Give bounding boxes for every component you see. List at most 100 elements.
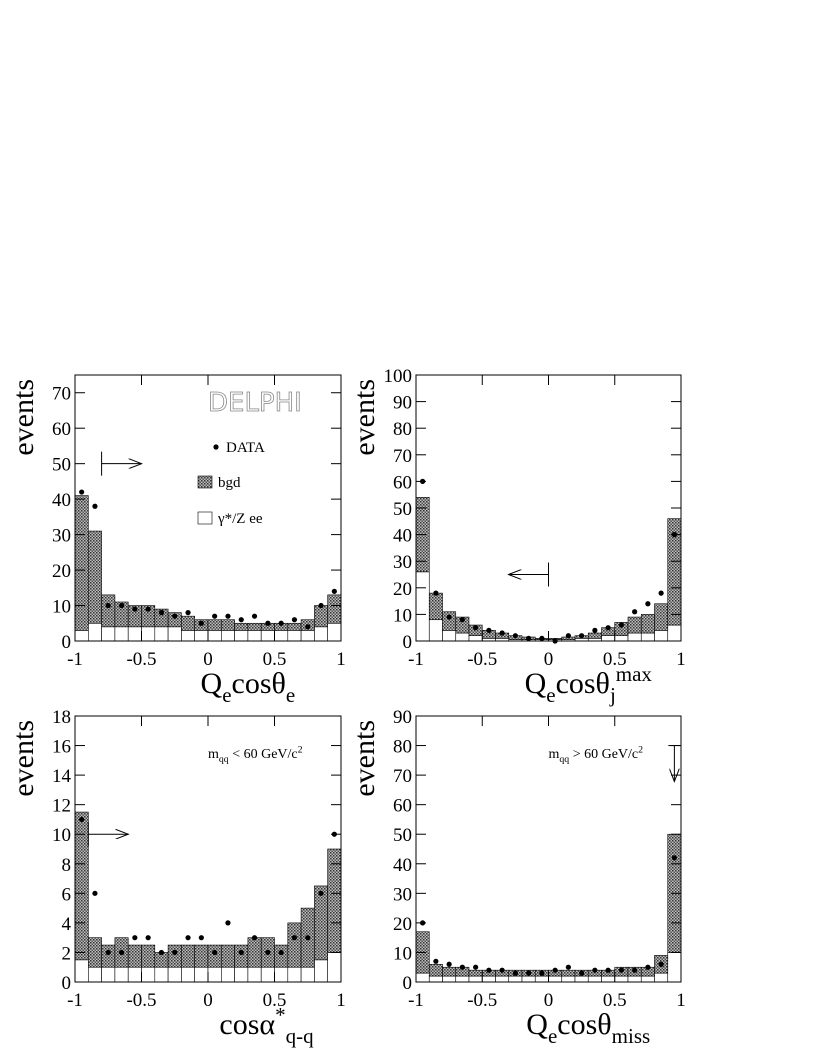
data-point: [579, 970, 585, 976]
label-part: m: [208, 747, 219, 762]
histogram-bar: [154, 966, 169, 983]
y-tick-label: 40: [393, 855, 412, 876]
y-tick-label: 10: [52, 597, 71, 618]
x-tick-label: 0.5: [263, 649, 287, 670]
x-axis-label: cosα*q-q: [219, 1003, 314, 1048]
histogram-bar: [428, 963, 443, 977]
label-part: Q: [201, 667, 223, 700]
y-tick-label: 50: [393, 499, 412, 520]
x-tick-label: -0.5: [467, 649, 497, 670]
x-tick-label: -1: [408, 649, 424, 670]
histogram-bar: [442, 630, 457, 642]
data-point: [79, 489, 85, 495]
y-axis-label: events: [7, 720, 40, 797]
y-axis-label: events: [348, 720, 381, 797]
histogram-bar: [415, 571, 430, 642]
histogram-bar: [127, 944, 142, 968]
histogram-bar: [495, 975, 510, 983]
data-point: [473, 625, 479, 631]
y-tick-label: 14: [52, 766, 72, 787]
histogram-bar: [481, 975, 496, 983]
label-part: DELPHI: [208, 388, 302, 418]
histogram-bar: [561, 969, 576, 977]
y-tick-label: 50: [52, 455, 71, 476]
data-point: [172, 613, 178, 619]
x-tick-label: -1: [67, 649, 83, 670]
histogram-bar: [314, 605, 328, 628]
histogram-bar: [221, 944, 235, 968]
y-tick-label: 2: [62, 943, 72, 964]
data-point: [225, 613, 231, 619]
x-tick-label: -1: [67, 990, 83, 1011]
annotation: DELPHI: [208, 388, 302, 418]
histogram-bar: [247, 966, 262, 983]
histogram-bar: [442, 966, 457, 977]
histogram-bar: [314, 626, 328, 642]
histogram-bar: [207, 619, 222, 631]
data-point: [433, 590, 439, 596]
label-part: cosα: [219, 1008, 275, 1041]
histogram-bar: [287, 922, 302, 968]
histogram-bar: [101, 966, 116, 983]
data-point: [499, 967, 505, 973]
y-tick-label: 60: [52, 419, 71, 440]
label-part: cosθ: [232, 667, 286, 700]
data-point: [198, 935, 204, 941]
y-tick-label: 30: [393, 884, 412, 905]
data-point: [632, 609, 638, 615]
data-point: [92, 503, 98, 509]
x-axis-label: Qecosθe: [201, 667, 296, 707]
data-point: [238, 949, 244, 956]
data-point: [565, 964, 571, 970]
data-point: [118, 602, 125, 609]
histogram-bar: [587, 632, 602, 639]
label-part: j: [609, 683, 616, 707]
y-tick-label: 30: [52, 526, 71, 547]
x-tick-label: -0.5: [126, 649, 156, 670]
y-tick-label: 0: [62, 973, 72, 994]
data-point: [552, 967, 558, 973]
histogram-bar: [468, 969, 483, 977]
y-tick-label: 70: [393, 446, 412, 467]
data-point: [238, 617, 244, 623]
histogram-bar: [287, 966, 302, 983]
histogram-bar: [88, 966, 102, 983]
histogram-bar: [314, 959, 328, 983]
histogram-bar: [181, 944, 195, 968]
histogram-bar: [534, 975, 549, 983]
data-point: [251, 613, 258, 619]
label-part: e: [548, 1024, 557, 1048]
histogram-bar: [287, 630, 302, 642]
data-point: [446, 614, 452, 620]
histogram-bar: [141, 944, 156, 968]
histogram-bar: [247, 630, 262, 642]
y-tick-label: 80: [393, 419, 412, 440]
y-tick-label: 60: [393, 472, 412, 493]
data-point: [592, 967, 598, 973]
data-point: [592, 627, 598, 633]
data-point: [212, 613, 218, 619]
histogram-bar: [127, 626, 142, 642]
x-tick-label: 0.5: [603, 990, 627, 1011]
y-tick-label: 6: [62, 884, 72, 905]
label-part: cosθ: [557, 1008, 611, 1041]
x-tick-label: 0: [544, 649, 554, 670]
histogram-bar: [141, 966, 156, 983]
y-tick-label: 10: [393, 605, 412, 626]
y-tick-label: 18: [52, 707, 71, 728]
y-tick-label: 12: [52, 796, 71, 817]
histogram-bar: [234, 944, 249, 968]
histogram-bar: [74, 630, 89, 642]
data-point: [118, 949, 125, 956]
data-point: [645, 964, 651, 970]
data-point: [565, 633, 571, 639]
data-point: [305, 624, 311, 630]
histogram-bar: [287, 622, 302, 631]
histogram-bar: [88, 937, 102, 968]
data-point: [172, 949, 178, 956]
annotation: mqq < 60 GeV/c2: [208, 744, 303, 765]
y-tick-label: 10: [52, 825, 71, 846]
data-point: [605, 625, 611, 631]
data-point: [459, 617, 465, 623]
